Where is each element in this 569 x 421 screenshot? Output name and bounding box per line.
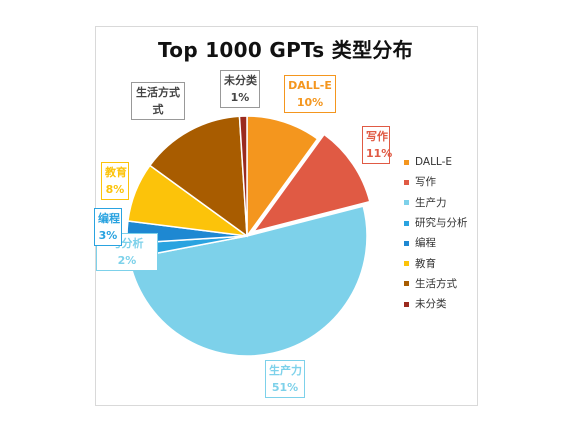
callout-value: 51% bbox=[271, 381, 299, 394]
legend: DALL-E 写作生产力研究与分析编程教育生活方式未分类 bbox=[404, 152, 468, 314]
legend-item: 编程 bbox=[404, 233, 468, 253]
legend-label: 研究与分析 bbox=[415, 217, 468, 230]
callout-category: 教育 bbox=[105, 166, 127, 179]
legend-item: DALL-E bbox=[404, 152, 468, 172]
legend-label: 未分类 bbox=[415, 298, 447, 311]
legend-swatch bbox=[404, 179, 409, 185]
data-label-callout: 编程 3% bbox=[94, 208, 122, 246]
data-label-callout: DALL-E 10% bbox=[284, 75, 336, 113]
data-label-callout: 与分析 2% bbox=[96, 233, 158, 271]
pie-slice-0 bbox=[246, 115, 319, 239]
legend-swatch bbox=[404, 220, 409, 226]
callout-value: 10% bbox=[296, 96, 324, 109]
legend-item: 研究与分析 bbox=[404, 213, 468, 233]
legend-item: 未分类 bbox=[404, 294, 468, 314]
data-label-callout: 生产力 51% bbox=[265, 360, 305, 398]
legend-item: 教育 bbox=[404, 253, 468, 273]
legend-swatch bbox=[404, 261, 409, 267]
pie-slice-2 bbox=[128, 205, 368, 357]
legend-swatch bbox=[404, 281, 409, 287]
legend-swatch bbox=[404, 159, 409, 165]
pie-slice-6 bbox=[148, 115, 248, 238]
callout-value: 1% bbox=[230, 91, 250, 104]
legend-label: 编程 bbox=[415, 237, 436, 250]
callout-value: 式 bbox=[152, 103, 164, 116]
legend-label: DALL-E bbox=[415, 156, 453, 169]
legend-label: 写作 bbox=[415, 176, 436, 189]
callout-category: 编程 bbox=[98, 212, 120, 225]
callout-category: 写作 bbox=[366, 130, 388, 143]
legend-swatch bbox=[404, 240, 409, 246]
legend-label: 生活方式 bbox=[415, 277, 457, 290]
callout-category: 未分类 bbox=[224, 74, 257, 87]
pie-slice-7 bbox=[238, 115, 248, 237]
legend-label: 教育 bbox=[415, 257, 436, 270]
callout-value: 3% bbox=[98, 229, 118, 242]
callout-category: DALL-E bbox=[288, 79, 332, 92]
callout-value: 11% bbox=[366, 147, 393, 160]
legend-swatch bbox=[404, 301, 409, 307]
data-label-callout: 教育 8% bbox=[101, 162, 129, 200]
chart-title: Top 1000 GPTs 类型分布 bbox=[158, 38, 413, 62]
legend-swatch bbox=[404, 200, 409, 206]
data-label-callout: 写作 11% bbox=[362, 126, 393, 164]
callout-category: 生产力 bbox=[269, 364, 302, 377]
legend-item: 生活方式 bbox=[404, 274, 468, 294]
data-label-callout: 未分类 1% bbox=[220, 70, 260, 108]
pie-slice-1 bbox=[251, 133, 371, 233]
legend-item: 写作 bbox=[404, 172, 468, 192]
legend-item: 生产力 bbox=[404, 193, 468, 213]
legend-label: 生产力 bbox=[415, 196, 447, 209]
callout-value: 2% bbox=[117, 254, 137, 267]
callout-value: 8% bbox=[105, 183, 125, 196]
data-label-callout: 生活方式式 bbox=[131, 82, 185, 120]
callout-category: 生活方式 bbox=[136, 86, 180, 99]
